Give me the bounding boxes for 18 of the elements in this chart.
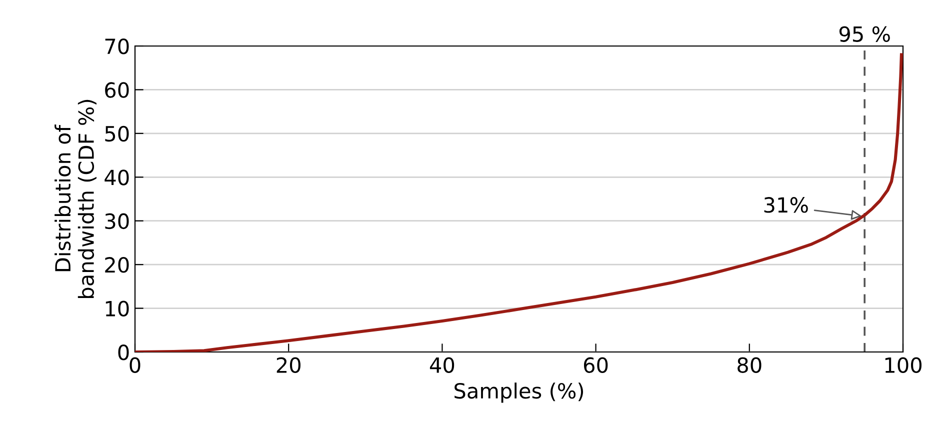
x-tick-label: 40 <box>430 357 454 373</box>
y-tick-label: 30 <box>105 213 129 230</box>
y-axis-title: Distribution of bandwidth (CDF %) <box>54 100 96 298</box>
x-tick-label: 100 <box>885 357 922 373</box>
x-tick-label: 20 <box>276 357 300 373</box>
y-tick-label: 50 <box>105 126 129 142</box>
ref-line-label: 95 % <box>839 26 890 42</box>
y-tick-label: 60 <box>105 82 129 98</box>
y-tick-label: 40 <box>104 170 129 186</box>
y-tick-label: 20 <box>105 257 129 273</box>
x-tick-label: 0 <box>130 357 140 373</box>
x-axis-title: Samples (%) <box>454 382 584 403</box>
x-tick-label: 80 <box>738 357 762 373</box>
y-tick-label: 70 <box>105 38 129 54</box>
y-tick-label: 0 <box>118 344 129 360</box>
x-tick-label: 60 <box>584 357 608 373</box>
y-tick-label: 10 <box>106 300 129 316</box>
annotation: 31% <box>764 197 808 213</box>
